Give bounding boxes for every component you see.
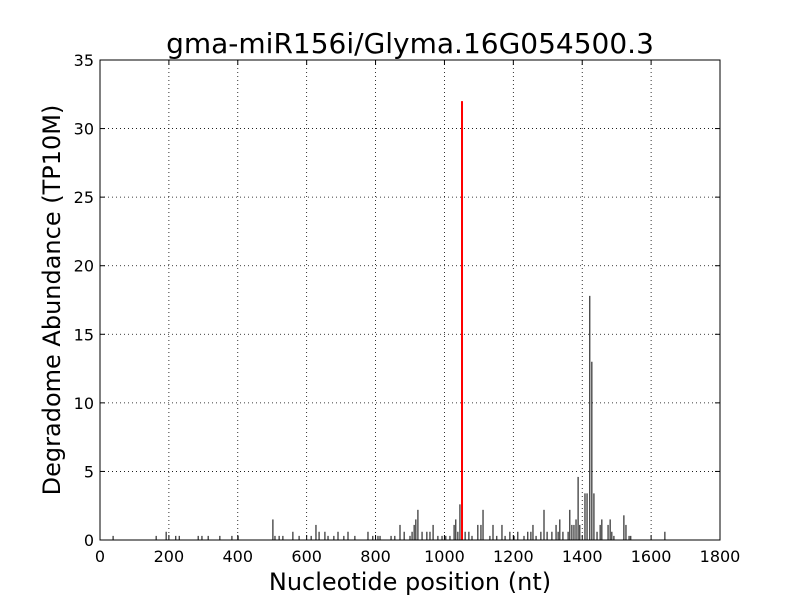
y-tick-label: 5 xyxy=(84,462,94,481)
y-tick-label: 10 xyxy=(74,394,94,413)
x-tick-label: 400 xyxy=(223,547,254,566)
x-tick-label: 600 xyxy=(291,547,322,566)
plot-area: 0 5 10 15 20 25 30 35 0 200 400 600 800 1000 1200 1400 1… xyxy=(74,51,741,566)
x-tick-label: 200 xyxy=(154,547,185,566)
y-tick-label: 30 xyxy=(74,120,94,139)
y-tick-label: 35 xyxy=(74,51,94,70)
x-tick-label: 1200 xyxy=(493,547,534,566)
y-tick-label: 15 xyxy=(74,325,94,344)
y-tick-label: 25 xyxy=(74,188,94,207)
chart-title: gma-miR156i/Glyma.16G054500.3 xyxy=(166,27,654,60)
x-axis-label: Nucleotide position (nt) xyxy=(269,568,551,596)
x-tick-label: 0 xyxy=(95,547,105,566)
x-tick-label: 1800 xyxy=(700,547,741,566)
x-tick-label: 800 xyxy=(360,547,391,566)
x-tick-label: 1600 xyxy=(631,547,672,566)
y-axis-label: Degradome Abundance (TP10M) xyxy=(38,105,66,496)
x-tick-label: 1000 xyxy=(424,547,465,566)
y-tick-label: 0 xyxy=(84,531,94,550)
x-tick-label: 1400 xyxy=(562,547,603,566)
plot-frame xyxy=(99,59,721,541)
y-tick-label: 20 xyxy=(74,257,94,276)
